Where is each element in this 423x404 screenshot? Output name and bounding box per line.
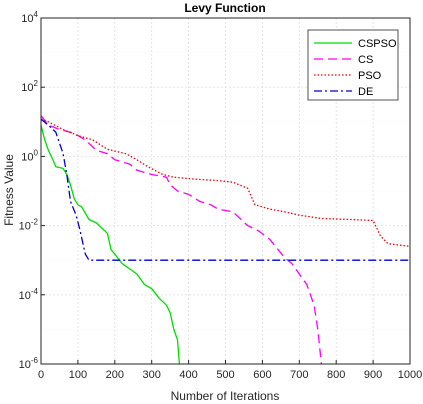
y-tick-label: 10-2 [19,218,39,233]
legend-label-cspso: CSPSO [358,38,397,50]
series-line-de [40,118,410,261]
y-axis-label: Fitness Value [2,154,16,226]
x-tick-label: 100 [69,369,87,381]
x-axis-label: Number of Iterations [171,389,280,403]
x-tick-label: 400 [179,369,197,381]
y-tick-label: 100 [21,148,38,163]
x-tick-label: 600 [253,369,271,381]
y-tick-label: 10-6 [19,356,39,371]
y-tick-label: 10-4 [19,287,39,302]
x-tick-label: 200 [106,369,124,381]
axes-box [40,17,411,365]
legend-label-de: DE [358,86,373,98]
y-tick-label: 104 [21,10,38,25]
tick-labels: 0 100 200 300 400 500 600 700 800 900 1000 104 102 10… [19,10,423,381]
chart-title: Levy Function [184,1,265,15]
x-tick-label: 300 [143,369,161,381]
series-lines [40,115,411,365]
legend-box [307,29,399,101]
plot-frame [40,17,411,365]
series-line-cspso [40,125,181,365]
y-tick-label: 102 [21,79,38,94]
series-line-pso [40,118,411,248]
legend-label-pso: PSO [358,70,382,82]
series-line-cs [40,115,323,365]
x-tick-label: 800 [327,369,345,381]
x-tick-label: 0 [38,369,44,381]
x-tick-label: 500 [216,369,234,381]
x-tick-label: 700 [290,369,308,381]
x-tick-label: 1000 [398,369,422,381]
legend-label-cs: CS [358,54,373,66]
x-tick-label: 900 [364,369,382,381]
